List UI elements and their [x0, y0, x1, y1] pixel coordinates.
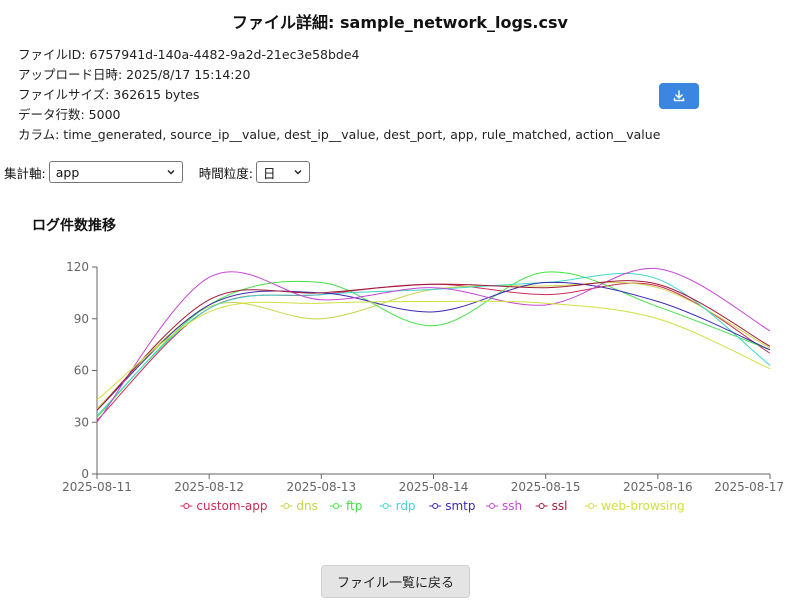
x-tick-label: 2025-08-15: [511, 480, 581, 494]
download-icon: [673, 90, 685, 102]
y-tick-label: 30: [74, 415, 89, 429]
axis-select-value: app: [55, 164, 80, 180]
legend-label: ssh: [502, 499, 522, 513]
chart-controls: 集計軸: app 時間粒度: 日: [4, 161, 310, 183]
series-line-rdp: [96, 272, 771, 416]
download-button[interactable]: [659, 83, 699, 109]
legend-label: web-browsing: [601, 499, 684, 513]
granularity-select-value: 日: [262, 165, 276, 181]
back-to-file-list-button[interactable]: ファイル一覧に戻る: [321, 565, 470, 598]
file-metadata: ファイルID: 6757941d-140a-4482-9a2d-21ec3e58…: [18, 45, 660, 145]
granularity-label: 時間粒度:: [198, 165, 253, 181]
axis-select[interactable]: app: [48, 161, 183, 183]
row-count: データ行数: 5000: [18, 107, 121, 122]
x-tick-label: 2025-08-11: [62, 480, 132, 494]
legend-label: rdp: [396, 499, 416, 513]
legend-swatch-dot: [382, 503, 389, 509]
file-id: ファイルID: 6757941d-140a-4482-9a2d-21ec3e58…: [18, 47, 360, 62]
series-line-ftp: [96, 271, 771, 418]
y-tick-label: 120: [66, 260, 89, 274]
x-tick-label: 2025-08-16: [623, 480, 693, 494]
legend-label: ssl: [552, 499, 568, 513]
columns-list: カラム: time_generated, source_ip__value, d…: [18, 127, 661, 142]
legend-label: smtp: [445, 499, 475, 513]
legend-swatch-dot: [588, 503, 595, 509]
chevron-down-icon: [294, 170, 302, 175]
legend-label: dns: [296, 499, 317, 513]
upload-time: アップロード日時: 2025/8/17 15:14:20: [18, 67, 251, 82]
series-line-web-browsing: [96, 300, 771, 401]
legend-swatch-dot: [538, 503, 545, 509]
series-line-smtp: [96, 281, 771, 411]
y-tick-label: 0: [81, 467, 89, 481]
legend-label: custom-app: [196, 499, 267, 513]
granularity-select[interactable]: 日: [255, 161, 310, 183]
y-tick-label: 90: [74, 312, 89, 326]
legend-swatch-dot: [432, 503, 439, 509]
chevron-down-icon: [167, 170, 175, 175]
axis-label: 集計軸:: [4, 165, 46, 181]
legend-swatch-dot: [333, 503, 339, 509]
legend-label: ftp: [346, 499, 362, 513]
legend-swatch-dot: [283, 503, 290, 509]
chart-title: ログ件数推移: [32, 218, 116, 234]
x-tick-label: 2025-08-17: [714, 480, 784, 494]
legend-swatch-dot: [489, 503, 495, 509]
log-count-chart: 0 30 60 90 120 2025-08-11 2025-08-12 2025-08-13…: [62, 260, 784, 513]
series-line-custom-app: [96, 282, 771, 421]
series-line-ssh: [96, 267, 771, 423]
series-line-ssl: [96, 280, 771, 411]
page-title: ファイル詳細: sample_network_logs.csv: [232, 13, 568, 32]
x-tick-label: 2025-08-13: [286, 480, 356, 494]
legend-swatch-dot: [183, 503, 190, 509]
y-tick-label: 60: [74, 364, 89, 378]
x-tick-label: 2025-08-12: [174, 480, 244, 494]
file-size: ファイルサイズ: 362615 bytes: [18, 87, 200, 102]
x-tick-label: 2025-08-14: [399, 480, 469, 494]
